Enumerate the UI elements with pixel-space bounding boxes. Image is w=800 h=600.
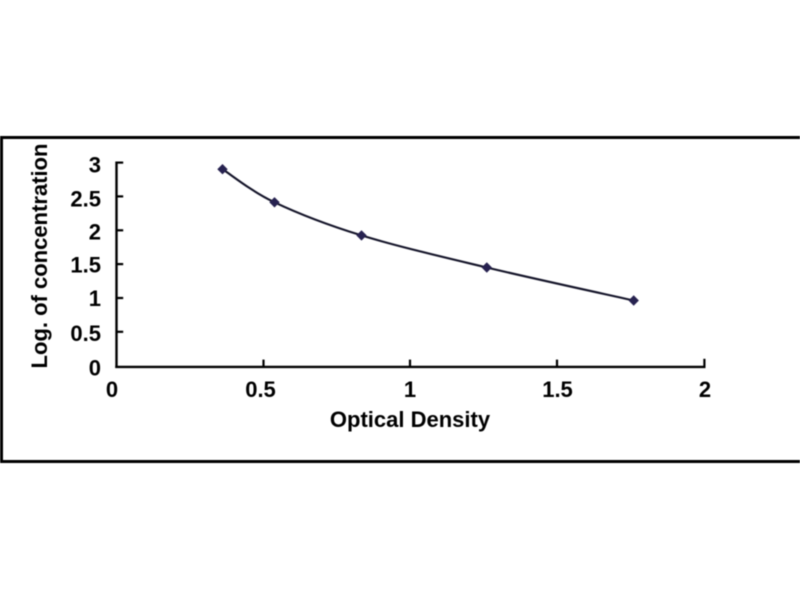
svg-text:1: 1 <box>404 377 416 402</box>
svg-text:2: 2 <box>699 377 711 402</box>
svg-text:1.5: 1.5 <box>70 253 101 278</box>
svg-text:Optical Density: Optical Density <box>330 407 491 432</box>
svg-text:0: 0 <box>89 356 101 381</box>
svg-text:0.5: 0.5 <box>70 321 101 346</box>
svg-text:2: 2 <box>89 220 101 245</box>
svg-text:3: 3 <box>89 153 101 178</box>
svg-text:Log. of concentration: Log. of concentration <box>27 144 52 369</box>
svg-text:2.5: 2.5 <box>70 187 101 212</box>
svg-text:1: 1 <box>89 286 101 311</box>
svg-text:1.5: 1.5 <box>542 377 573 402</box>
svg-text:0.5: 0.5 <box>245 377 276 402</box>
svg-text:0: 0 <box>106 377 118 402</box>
